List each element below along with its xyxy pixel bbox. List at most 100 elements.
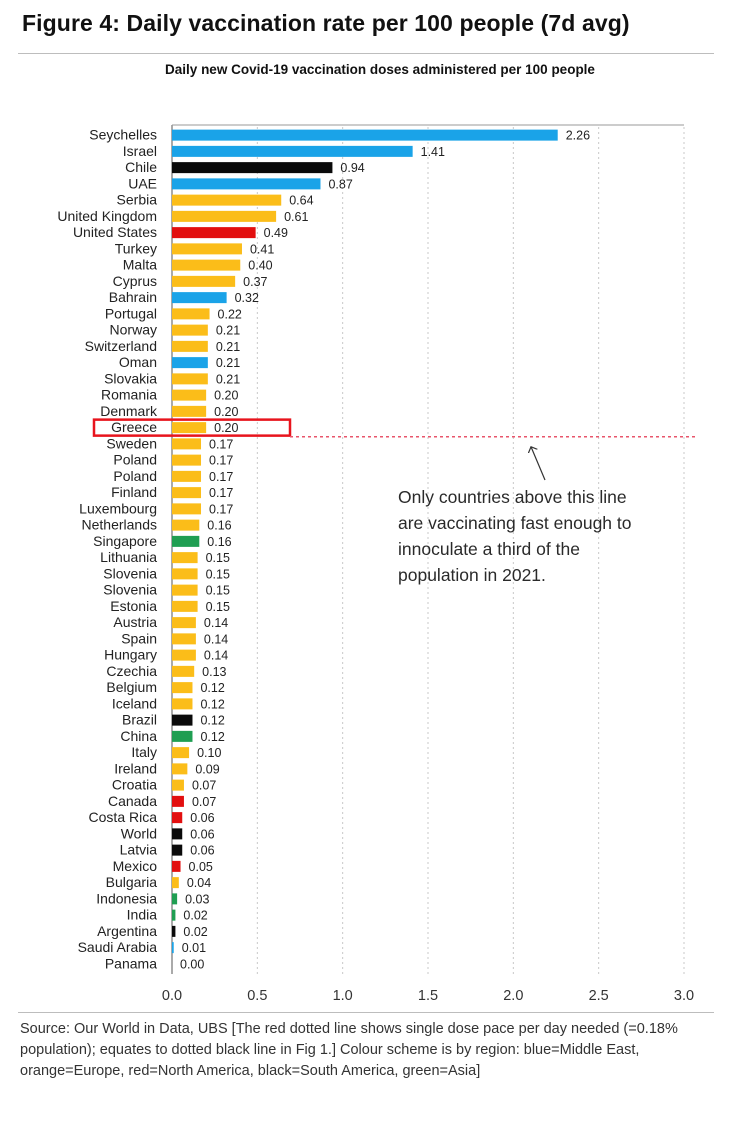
category-label: Greece [111,419,157,435]
bar [172,682,193,694]
category-label: Ireland [114,760,157,776]
bar [172,665,195,677]
category-label: Bahrain [109,289,157,305]
category-label: Estonia [110,598,157,614]
category-label: Canada [108,793,157,809]
annotation-arrow [531,447,546,481]
source-divider [18,1012,714,1013]
data-label: 0.20 [214,421,238,435]
source-note: Source: Our World in Data, UBS [The red … [20,1021,678,1079]
bar [172,584,198,596]
data-label: 0.22 [218,307,242,321]
bar [172,795,184,807]
data-label: 0.02 [183,909,207,923]
data-label: 0.13 [202,665,226,679]
data-label: 0.21 [216,340,240,354]
bar [172,812,183,824]
category-label: Oman [119,354,157,370]
data-label: 0.37 [243,275,267,289]
data-label: 0.00 [180,957,204,971]
category-label: Spain [121,630,157,646]
category-label: Netherlands [82,517,158,533]
bar [172,178,321,190]
data-label: 0.17 [209,486,233,500]
bar [172,373,208,385]
category-label: Poland [113,452,157,468]
data-label: 0.14 [204,649,228,663]
data-label: 0.14 [204,616,228,630]
bar [172,633,196,645]
category-label: Czechia [106,663,157,679]
category-label: Argentina [97,923,157,939]
bar [172,779,184,791]
category-label: Brazil [122,712,157,728]
bar [172,860,181,872]
x-tick-label: 1.5 [418,988,438,1004]
bar [172,698,193,710]
data-label: 1.41 [421,145,445,159]
data-label: 0.06 [190,827,214,841]
x-tick-label: 1.0 [333,988,353,1004]
category-label: Malta [123,257,157,273]
bar [172,893,178,905]
bar [172,747,190,759]
data-label: 0.40 [248,259,272,273]
category-label: Chile [125,159,157,175]
bar [172,925,176,937]
bar [172,535,200,547]
bar-chart: 0.0 0.5 1.0 1.5 2.0 2.5 3.0 Seychelles 2.26 Israe… [57,124,696,1004]
category-label: Israel [123,143,157,159]
category-label: Hungary [104,647,157,663]
category-label: Portugal [105,305,157,321]
labels-group: 0.0 0.5 1.0 1.5 2.0 2.5 3.0 Seychelles 2.26 Israe… [57,127,694,1004]
data-label: 0.20 [214,405,238,419]
data-label: 0.17 [209,437,233,451]
bar [172,568,198,580]
category-label: Iceland [112,695,157,711]
data-label: 0.20 [214,389,238,403]
bar [172,227,256,239]
x-tick-label: 3.0 [674,988,694,1004]
category-label: Turkey [115,240,157,256]
data-label: 0.15 [206,551,230,565]
x-tick-label: 0.5 [247,988,267,1004]
data-label: 0.06 [190,844,214,858]
bar [172,389,207,401]
data-label: 0.15 [206,584,230,598]
data-label: 0.17 [209,454,233,468]
category-label: Italy [131,744,157,760]
bar [172,422,207,434]
bar [172,877,179,889]
annotation-text: are vaccinating fast enough to [398,513,632,533]
data-label: 0.17 [209,470,233,484]
category-label: Seychelles [89,127,157,143]
category-label: Slovakia [104,370,157,386]
data-label: 0.03 [185,892,209,906]
data-label: 0.61 [284,210,308,224]
category-label: Belgium [106,679,157,695]
category-label: Norway [110,322,157,338]
annotation-text: Only countries above this line [398,487,627,507]
bar [172,259,241,271]
data-label: 0.15 [206,600,230,614]
bar [172,357,208,369]
data-label: 0.87 [328,177,352,191]
data-label: 0.16 [207,535,231,549]
bar [172,324,208,336]
category-label: Latvia [120,842,158,858]
category-label: UAE [128,175,157,191]
data-label: 0.21 [216,372,240,386]
data-label: 0.21 [216,324,240,338]
category-label: Denmark [100,403,158,419]
bar [172,763,188,775]
overlay-group: Only countries above this line are vaccin… [92,418,696,585]
category-label: India [127,907,158,923]
bar [172,730,193,742]
category-label: Serbia [117,192,158,208]
bars-group [172,129,558,954]
data-label: 0.02 [183,925,207,939]
category-label: United Kingdom [57,208,157,224]
data-label: 0.16 [207,519,231,533]
category-label: Singapore [93,533,157,549]
bar [172,308,210,320]
